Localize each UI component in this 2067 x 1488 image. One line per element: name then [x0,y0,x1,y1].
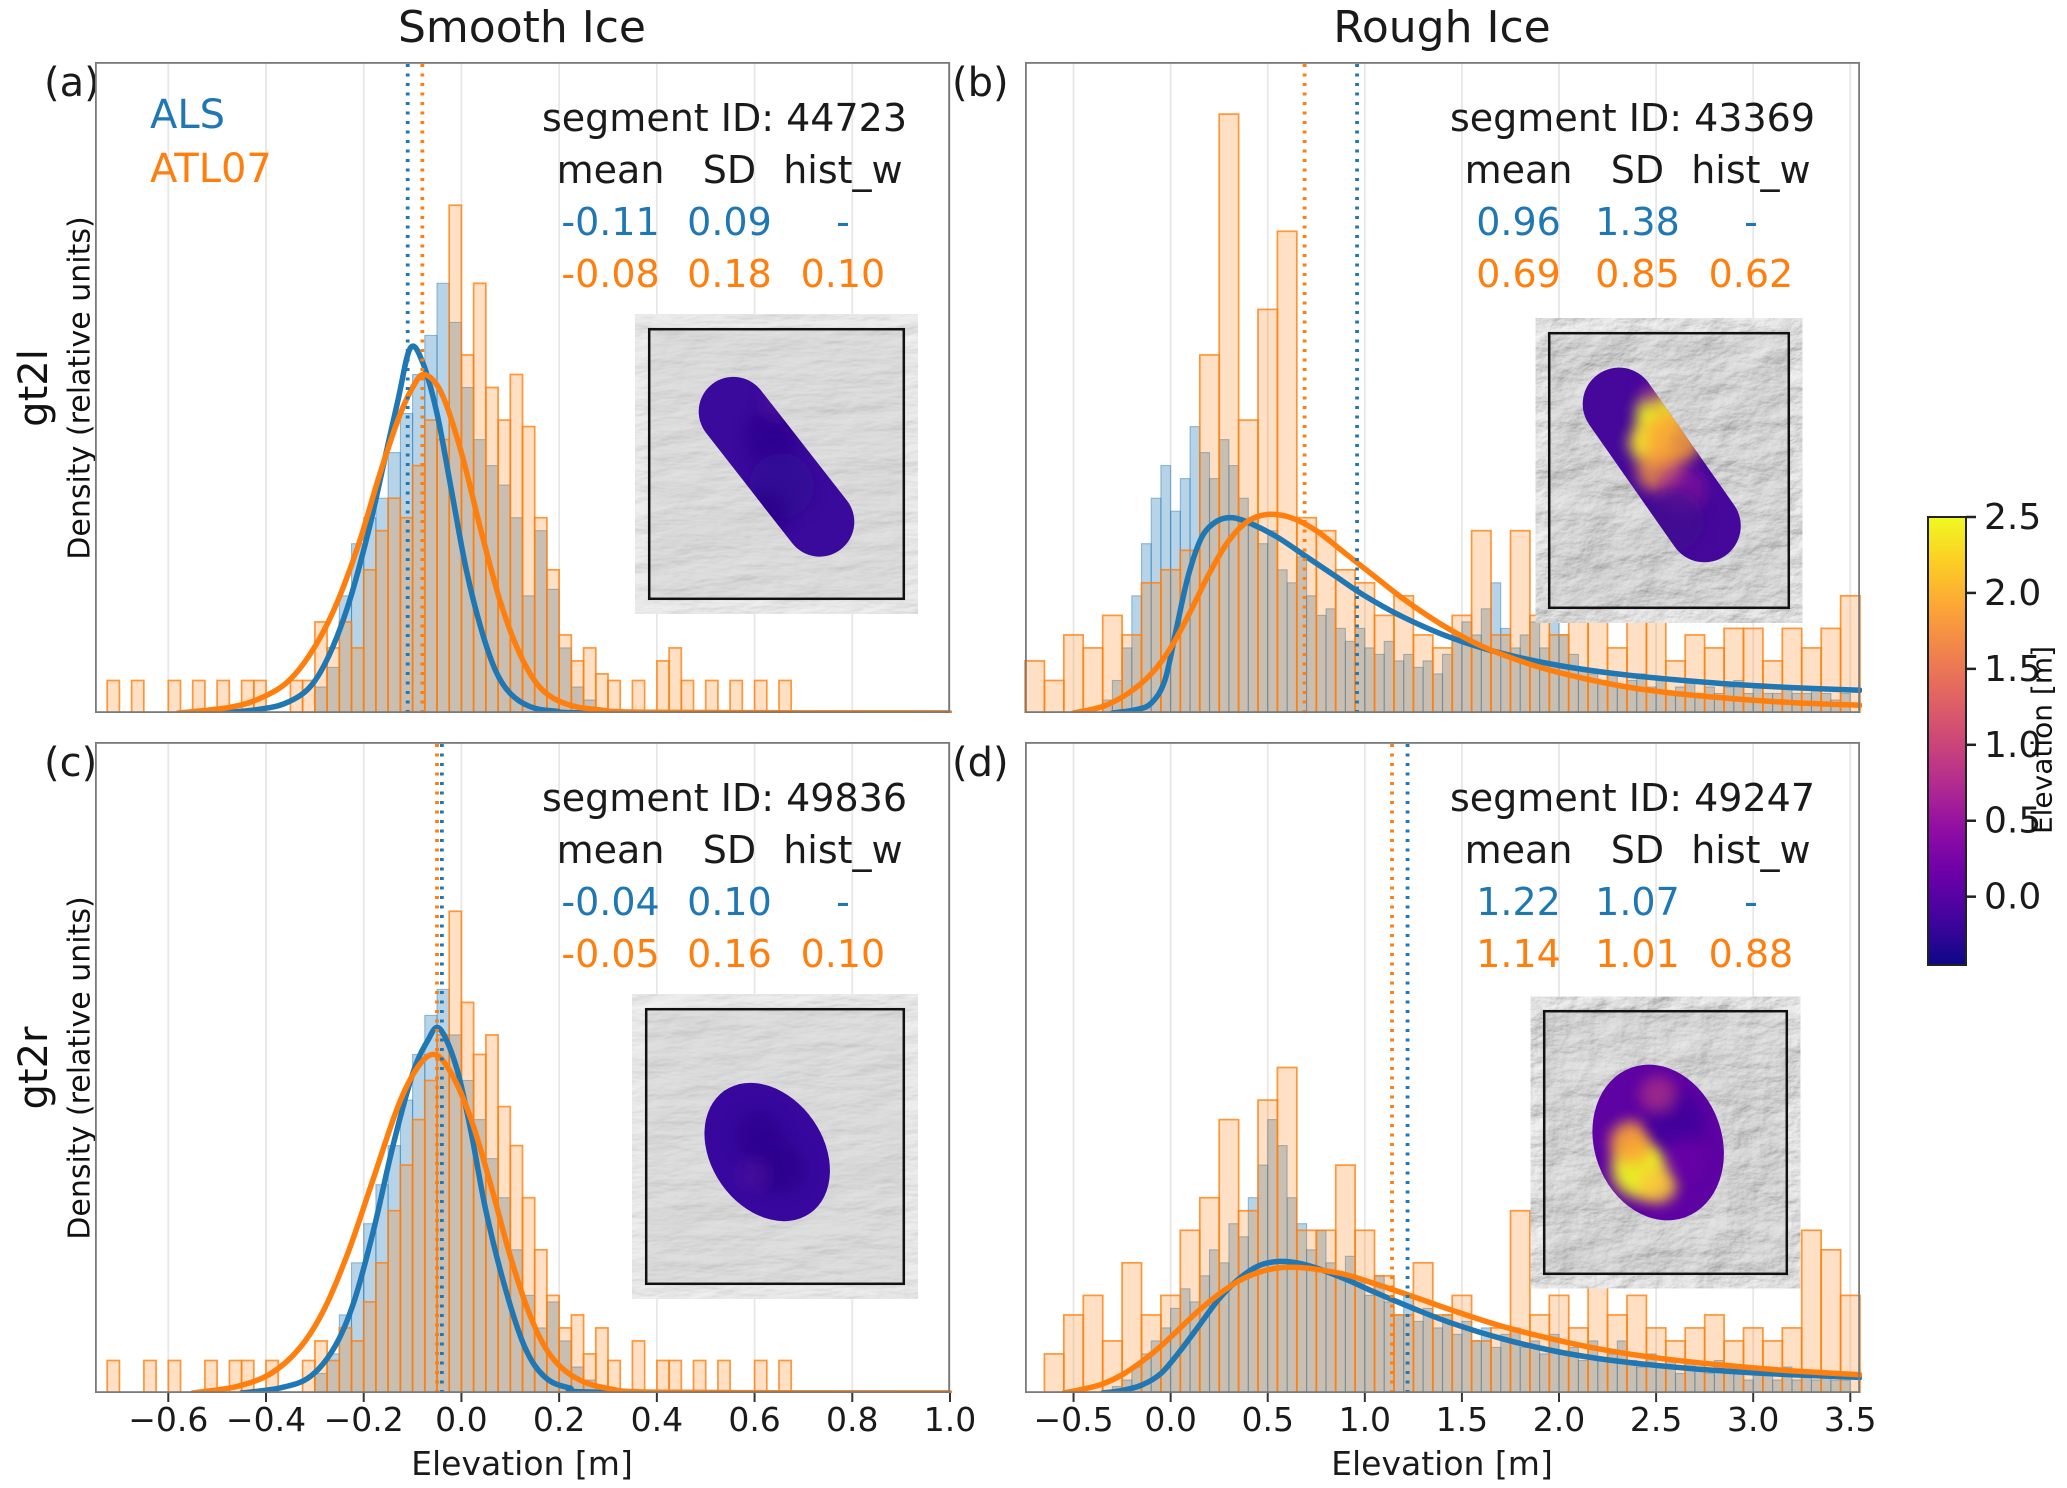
legend: ALS ATL07 [150,88,272,196]
stats-col-sd: SD [702,828,757,872]
panel-b-inset-map [1547,331,1791,611]
atl07-histw-value: 0.10 [800,932,886,976]
atl07-sd-value: 1.01 [1595,932,1680,976]
segment-id-label: segment ID: 49836 [542,776,907,820]
als-histw-value: - [1744,200,1758,244]
als-sd-value: 1.07 [1595,880,1680,924]
panel-a-letter: (a) [44,60,100,106]
colorbar-tick-label: 1.0 [1984,725,2041,766]
als-histw-value: - [836,200,850,244]
stats-col-histw: hist_w [1691,148,1811,192]
stats-col-histw: hist_w [783,828,903,872]
stats-col-sd: SD [1610,828,1665,872]
atl07-histw-value: 0.88 [1708,932,1794,976]
panel-a-plot [94,61,952,714]
als-mean-value: -0.11 [561,200,660,244]
als-histw-value: - [1744,880,1758,924]
y-axis-label-top: Density (relative units) [62,216,98,560]
als-mean-value: 0.96 [1476,200,1561,244]
x-tick-label: 0.8 [826,1400,879,1439]
atl07-mean-value: 1.14 [1476,932,1561,976]
x-tick-label: 1.0 [1338,1400,1392,1439]
x-tick-label: 0.5 [1241,1400,1294,1439]
x-tick-label: 1.5 [1435,1400,1489,1439]
x-tick-label: 0.2 [532,1400,586,1439]
stats-col-mean: mean [556,148,665,192]
atl07-histw-value: 0.62 [1708,252,1794,296]
colorbar-tick-label: 1.5 [1984,649,2041,690]
atl07-mean-value: 0.69 [1476,252,1561,296]
stats-col-mean: mean [1464,828,1573,872]
y-axis-label-bottom: Density (relative units) [62,896,98,1240]
x-tick-label: 1.0 [923,1400,977,1439]
als-histw-value: - [836,880,850,924]
colorbar-tick-label: 2.5 [1984,497,2041,538]
als-mean-value: 1.22 [1476,880,1561,924]
atl07-histw-value: 0.10 [800,252,886,296]
x-tick-label: 2.5 [1629,1400,1683,1439]
atl07-sd-value: 0.18 [687,252,772,296]
panel-a-stats: segment ID: 44723 mean SD hist_w -0.11 0… [541,92,907,300]
stats-col-histw: hist_w [1691,828,1811,872]
colorbar-tick-label: 2.0 [1984,573,2041,614]
row-label-gt2r: gt2r [11,1026,57,1110]
als-sd-value: 1.38 [1595,200,1680,244]
panel-b-plot [1024,61,1862,714]
x-tick-label: 2.0 [1532,1400,1586,1439]
panel-c-inset-map [644,1006,906,1287]
x-tick-label: 0.4 [630,1400,684,1439]
stats-col-mean: mean [556,828,665,872]
panel-d-inset-map [1542,1009,1789,1277]
atl07-mean-value: -0.05 [561,932,660,976]
panel-b-letter: (b) [952,60,1009,106]
x-tick-label: 0.0 [435,1400,488,1439]
stats-col-histw: hist_w [783,148,903,192]
row-label-gt2l: gt2l [11,349,57,427]
x-tick-label: 0.0 [1144,1400,1197,1439]
segment-id-label: segment ID: 49247 [1450,776,1815,820]
als-sd-value: 0.09 [687,200,772,244]
column-title-rough: Rough Ice [1333,2,1551,53]
stats-col-sd: SD [1610,148,1665,192]
colorbar-tick-label: 0.5 [1984,801,2041,842]
atl07-sd-value: 0.16 [687,932,772,976]
panel-d-stats: segment ID: 49247 mean SD hist_w 1.22 1.… [1449,772,1815,980]
segment-id-label: segment ID: 43369 [1450,96,1815,140]
column-title-smooth: Smooth Ice [398,2,646,53]
atl07-sd-value: 0.85 [1595,252,1680,296]
panel-d-letter: (d) [952,740,1009,786]
segment-id-label: segment ID: 44723 [542,96,907,140]
panel-a-inset-map [647,326,906,602]
x-axis-label-rough: Elevation [m] [1331,1444,1553,1483]
x-tick-label: −0.4 [225,1400,307,1439]
x-tick-label: −0.2 [323,1400,404,1439]
panel-c-stats: segment ID: 49836 mean SD hist_w -0.04 0… [541,772,907,980]
x-tick-label: −0.5 [1033,1400,1114,1439]
panel-c-letter: (c) [44,740,98,786]
als-sd-value: 0.10 [687,880,772,924]
panel-b-stats: segment ID: 43369 mean SD hist_w 0.96 1.… [1449,92,1815,300]
x-tick-label: 3.5 [1824,1400,1877,1439]
legend-als-label: ALS [150,92,226,138]
stats-col-sd: SD [702,148,757,192]
x-tick-label: −0.6 [128,1400,209,1439]
colorbar: 2.5 2.0 1.5 1.0 0.5 0.0 [1927,497,2041,966]
x-tick-label: 0.6 [728,1400,781,1439]
legend-atl07-label: ATL07 [150,146,272,192]
stats-col-mean: mean [1464,148,1573,192]
panel-d-plot [1024,741,1862,1402]
colorbar-tick-label: 0.0 [1984,877,2041,918]
atl07-mean-value: -0.08 [561,252,660,296]
colorbar-label: Elevation [m] [2025,645,2059,835]
als-mean-value: -0.04 [561,880,660,924]
x-tick-label: 3.0 [1726,1400,1780,1439]
x-axis-label-smooth: Elevation [m] [411,1444,633,1483]
